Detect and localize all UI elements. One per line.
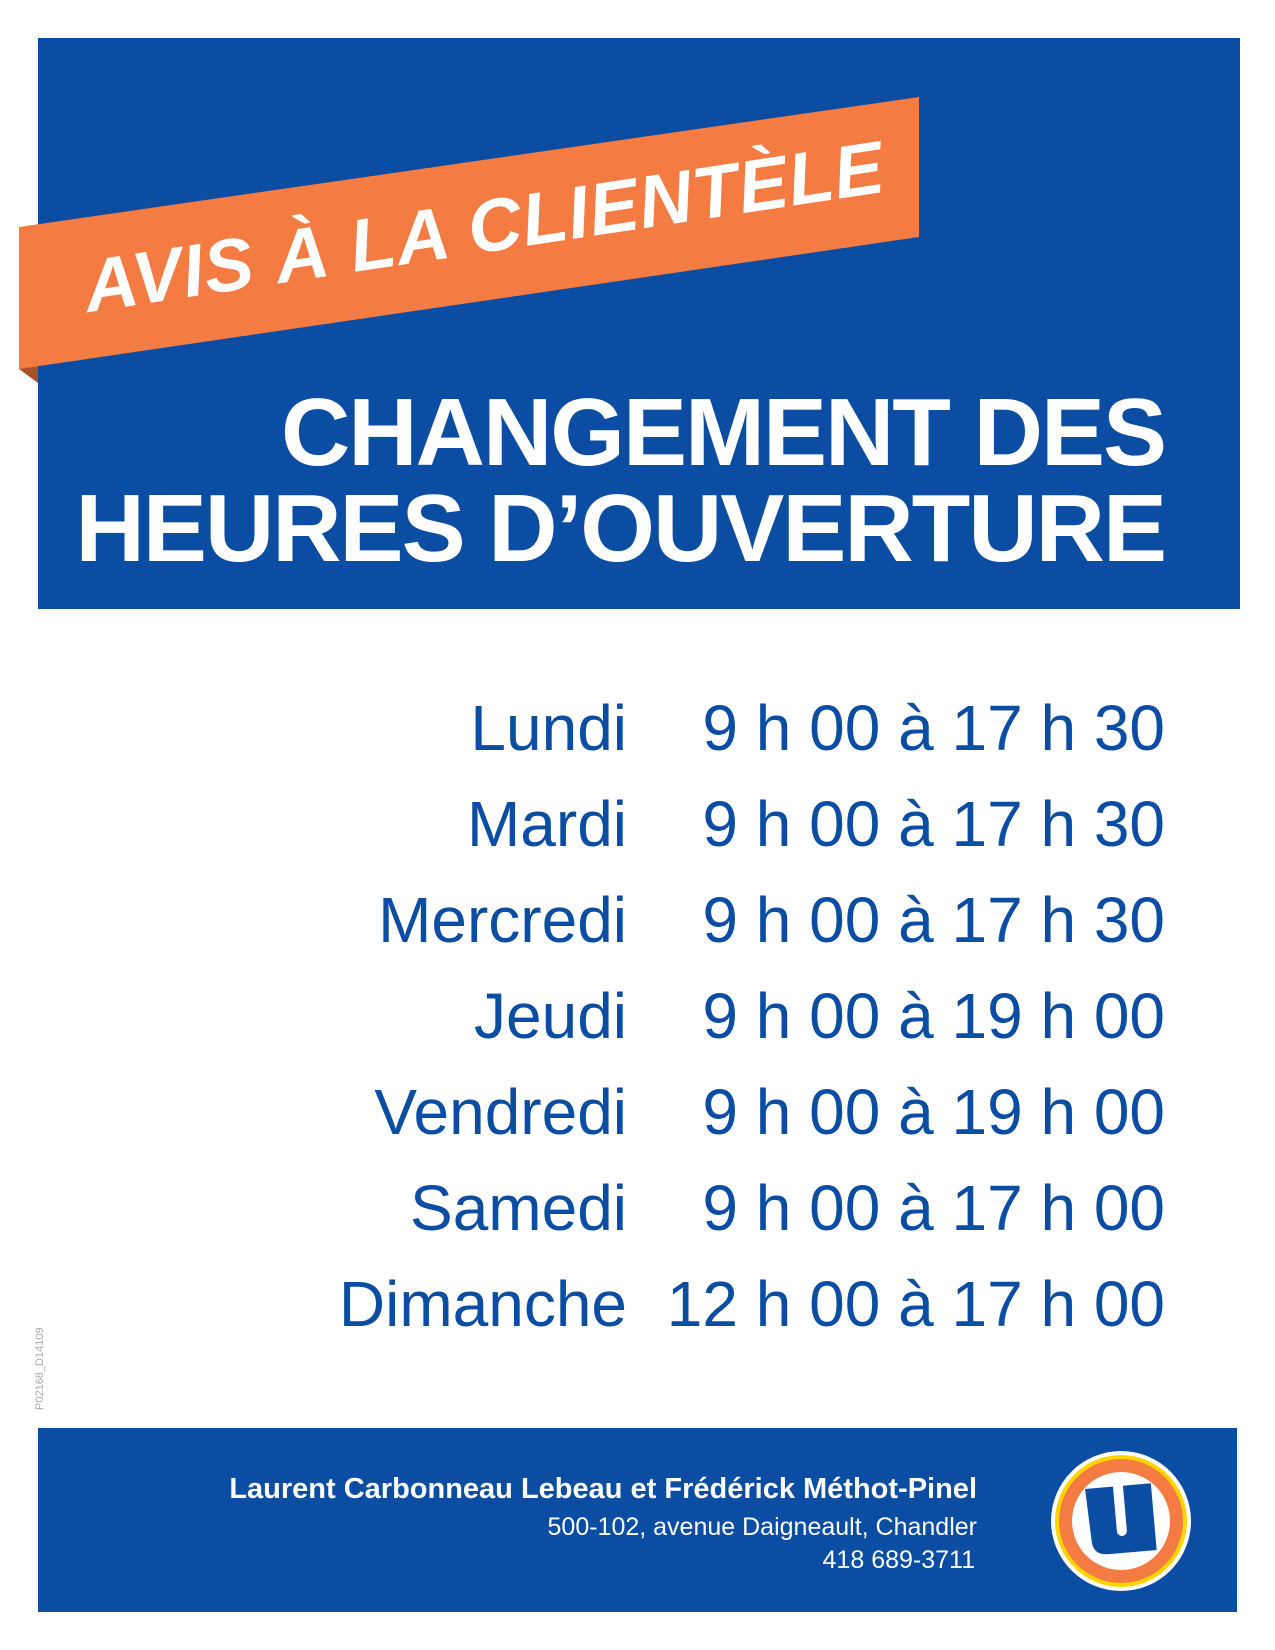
hours: 9 h 00 à 19 h 00: [702, 980, 1165, 1052]
title-line-2: HEURES D’OUVERTURE: [75, 475, 1167, 582]
phone-number: 418 689-3711: [822, 1546, 975, 1574]
hours: 9 h 00 à 19 h 00: [702, 1076, 1165, 1148]
day: Vendredi: [374, 1076, 627, 1148]
hours-row: Mercredi 9 h 00 à 17 h 30: [0, 872, 1275, 968]
owner-names: Laurent Carbonneau Lebeau et Frédérick M…: [229, 1473, 977, 1505]
day: Jeudi: [474, 980, 627, 1052]
day: Lundi: [470, 692, 627, 764]
hours: 9 h 00 à 17 h 30: [702, 884, 1165, 956]
hours-row: Samedi 9 h 00 à 17 h 00: [0, 1160, 1275, 1256]
document-code: P02168_D14109: [34, 1327, 46, 1410]
hours-row: Lundi 9 h 00 à 17 h 30: [0, 680, 1275, 776]
hours-row: Jeudi 9 h 00 à 19 h 00: [0, 968, 1275, 1064]
address: 500-102, avenue Daigneault, Chandler: [547, 1513, 977, 1541]
title-line-1: CHANGEMENT DES: [280, 379, 1167, 486]
day: Mercredi: [378, 884, 627, 956]
banner-ribbon: [19, 97, 919, 383]
hours-list: Lundi 9 h 00 à 17 h 30 Mardi 9 h 00 à 17 h…: [0, 680, 1275, 1352]
hours: 9 h 00 à 17 h 00: [702, 1172, 1165, 1244]
hours-row: Vendredi 9 h 00 à 19 h 00: [0, 1064, 1275, 1160]
hours: 12 h 00 à 17 h 00: [666, 1268, 1165, 1340]
day: Samedi: [410, 1172, 627, 1244]
page-title: CHANGEMENT DES HEURES D’OUVERTURE: [75, 379, 1167, 582]
day: Dimanche: [338, 1268, 627, 1340]
footer-panel: Laurent Carbonneau Lebeau et Frédérick M…: [38, 1428, 1237, 1612]
brand-logo: [1051, 1451, 1191, 1591]
hours: 9 h 00 à 17 h 30: [702, 692, 1165, 764]
hours: 9 h 00 à 17 h 30: [702, 788, 1165, 860]
hours-row: Dimanche 12 h 00 à 17 h 00: [0, 1256, 1275, 1352]
day: Mardi: [466, 788, 627, 860]
hours-row: Mardi 9 h 00 à 17 h 30: [0, 776, 1275, 872]
